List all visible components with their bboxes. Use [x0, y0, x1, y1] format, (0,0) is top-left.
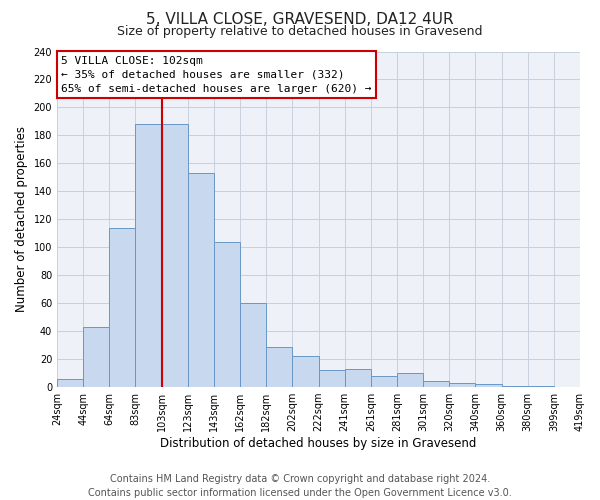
Bar	[292, 356, 319, 387]
Bar	[528, 386, 554, 387]
Text: Contains HM Land Registry data © Crown copyright and database right 2024.
Contai: Contains HM Land Registry data © Crown c…	[88, 474, 512, 498]
Bar	[397, 373, 423, 387]
Bar	[449, 383, 475, 387]
Bar	[109, 228, 136, 387]
Bar	[214, 242, 240, 387]
Bar	[344, 369, 371, 387]
Bar	[423, 382, 449, 387]
Text: Size of property relative to detached houses in Gravesend: Size of property relative to detached ho…	[117, 25, 483, 38]
Bar	[502, 386, 528, 387]
Bar	[57, 378, 83, 387]
Bar	[83, 327, 109, 387]
X-axis label: Distribution of detached houses by size in Gravesend: Distribution of detached houses by size …	[160, 437, 477, 450]
Text: 5, VILLA CLOSE, GRAVESEND, DA12 4UR: 5, VILLA CLOSE, GRAVESEND, DA12 4UR	[146, 12, 454, 28]
Bar	[136, 124, 161, 387]
Bar	[161, 124, 188, 387]
Text: 5 VILLA CLOSE: 102sqm
← 35% of detached houses are smaller (332)
65% of semi-det: 5 VILLA CLOSE: 102sqm ← 35% of detached …	[61, 56, 371, 94]
Bar	[240, 303, 266, 387]
Bar	[188, 173, 214, 387]
Bar	[319, 370, 344, 387]
Y-axis label: Number of detached properties: Number of detached properties	[15, 126, 28, 312]
Bar	[371, 376, 397, 387]
Bar	[475, 384, 502, 387]
Bar	[266, 346, 292, 387]
